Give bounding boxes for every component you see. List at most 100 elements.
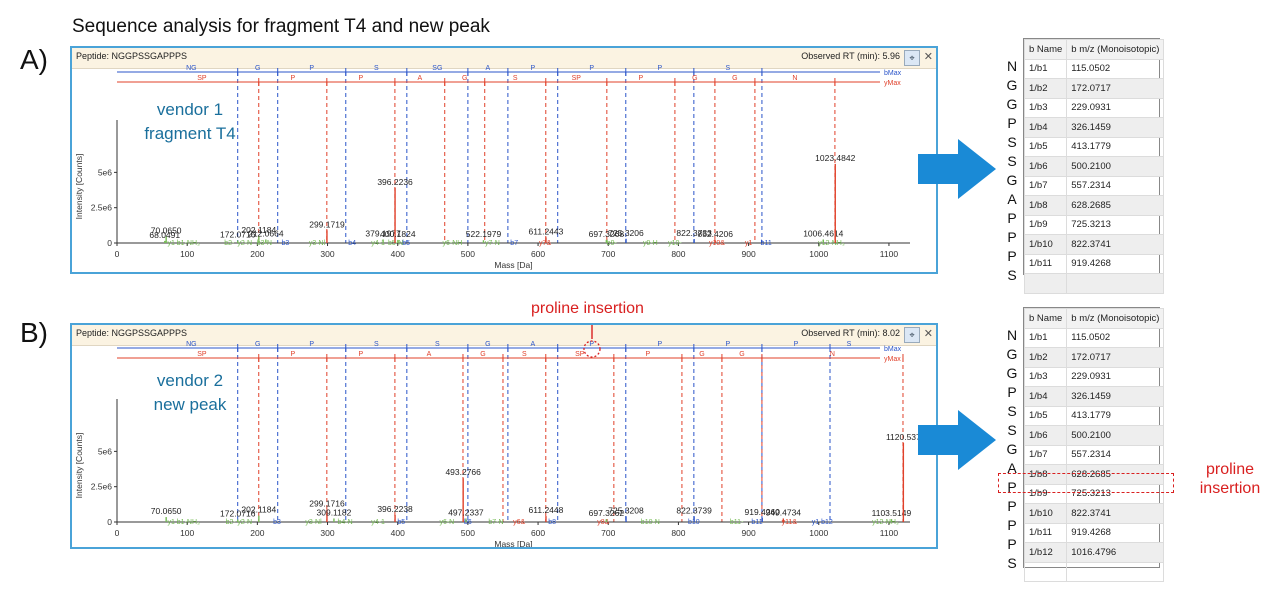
residue-letter: G bbox=[1006, 346, 1018, 362]
y-tick-label: 0 bbox=[107, 238, 112, 248]
x-tick-label: 1000 bbox=[809, 249, 828, 259]
close-icon[interactable]: ✕ bbox=[923, 328, 933, 340]
ion-annotation: b11- bbox=[730, 519, 744, 526]
b-residue-label: S bbox=[435, 341, 440, 348]
peak-mz-label: 725.3208 bbox=[608, 505, 644, 515]
ion-annotation: y6-NH bbox=[443, 240, 463, 247]
panel-b-b-ion-table: b Name b m/z (Monoisotopic) 1/b1 115.0502 1/… bbox=[1023, 307, 1165, 582]
observed-rt: Observed RT (min): 5.96 bbox=[801, 51, 900, 61]
b-ion-table: b Name b m/z (Monoisotopic) 1/b1 115.0502 1/… bbox=[1023, 39, 1165, 294]
b-ion-mz: 557.2314 bbox=[1066, 444, 1165, 465]
panel-a-b-ion-table: b Name b m/z (Monoisotopic) 1/b1 115.0502 1/… bbox=[1023, 38, 1165, 294]
table-row: 1/b5 413.1779 bbox=[1023, 405, 1165, 426]
b-residue-label: P bbox=[794, 341, 799, 348]
vendor-line-2: new peak bbox=[153, 395, 227, 414]
b-ion-mz: 919.4268 bbox=[1066, 253, 1165, 274]
y-residue-label: P bbox=[359, 75, 364, 82]
b-ion-mz: 326.1459 bbox=[1066, 117, 1165, 138]
peak-mz-label: 70.0650 bbox=[151, 506, 182, 516]
residue-letter: P bbox=[1007, 498, 1017, 514]
right-arrow-icon bbox=[918, 139, 996, 199]
ion-annotation: y10- bbox=[668, 240, 682, 247]
table-row bbox=[1023, 273, 1165, 294]
ion-annotation: b7 bbox=[510, 240, 518, 247]
b-ion-mz: 326.1459 bbox=[1066, 386, 1165, 407]
b-ion-mz: 229.0931 bbox=[1066, 97, 1165, 118]
residue-letter: S bbox=[1007, 555, 1017, 571]
x-tick-label: 600 bbox=[531, 249, 545, 259]
arrow-shape bbox=[918, 139, 996, 199]
x-tick-label: 200 bbox=[250, 249, 264, 259]
arrow-shape bbox=[918, 410, 996, 470]
ion-annotation: y6-N bbox=[439, 519, 454, 526]
x-tick-label: 100 bbox=[180, 249, 194, 259]
y-residue-label: G bbox=[739, 351, 744, 358]
x-tick-label: 1000 bbox=[809, 528, 828, 538]
ion-annotation: y4-1 bbox=[371, 240, 385, 247]
b-ion-name: 1/b4 bbox=[1023, 117, 1068, 138]
ion-annotation: b11 bbox=[761, 240, 772, 247]
b-residue-label: A bbox=[530, 341, 535, 348]
b-ion-name: 1/b12 bbox=[1023, 542, 1068, 563]
b-residue-label: S bbox=[374, 341, 379, 348]
b-ion-table: b Name b m/z (Monoisotopic) 1/b1 115.0502 1/… bbox=[1023, 308, 1165, 582]
y-residue-label: A bbox=[417, 75, 422, 82]
y-residue-label: N bbox=[792, 75, 797, 82]
ion-annotation: b4 bbox=[348, 240, 356, 247]
table-row: 1/b3 229.0931 bbox=[1023, 366, 1165, 387]
ion-annotation: y10& bbox=[709, 240, 725, 247]
peak-mz-label: 379.1977 bbox=[365, 228, 401, 238]
table-row: 1/b9 725.3213 bbox=[1023, 214, 1165, 235]
y-residue-label: P bbox=[646, 351, 651, 358]
peak-mz-label: 309.1182 bbox=[317, 507, 352, 517]
b-ion-mz: 115.0502 bbox=[1066, 58, 1165, 79]
x-tick-label: 1100 bbox=[880, 249, 899, 259]
b-max-label: bMax bbox=[884, 70, 902, 77]
y-axis-label: Intensity [Counts] bbox=[74, 433, 84, 499]
ion-annotation: b3-N bbox=[257, 240, 272, 247]
table-row: 1/b7 557.2314 bbox=[1023, 444, 1165, 465]
table-row: 1/b4 326.1459 bbox=[1023, 386, 1165, 407]
peak-mz-label: 822.3739 bbox=[676, 505, 712, 515]
b-ion-mz: 500.2100 bbox=[1066, 156, 1165, 177]
ion-annotation: y7& bbox=[539, 240, 551, 247]
b-ion-mz: 919.4268 bbox=[1066, 522, 1165, 543]
x-tick-label: 900 bbox=[741, 528, 755, 538]
b-ion-name: 1/b7 bbox=[1023, 175, 1068, 196]
proline-insertion-callout: proline insertion bbox=[531, 300, 644, 317]
y-residue-label: G bbox=[692, 75, 697, 82]
table-row: 1/b1 115.0502 bbox=[1023, 58, 1165, 79]
ion-annotation: b5 bbox=[402, 240, 410, 247]
x-tick-label: 400 bbox=[391, 249, 405, 259]
b-ion-mz: 822.3741 bbox=[1066, 234, 1165, 255]
x-tick-label: 700 bbox=[601, 528, 615, 538]
x-tick-label: 400 bbox=[391, 528, 405, 538]
ion-annotation: y11& bbox=[782, 519, 798, 526]
y-residue-label: S bbox=[522, 351, 527, 358]
residue-letter: A bbox=[1007, 191, 1017, 207]
close-icon[interactable]: ✕ bbox=[923, 51, 933, 63]
b-residue-label: G bbox=[255, 65, 260, 72]
ion-annotation: y1 bbox=[745, 240, 753, 247]
pin-icon[interactable]: ⌖ bbox=[904, 50, 920, 66]
x-tick-label: 300 bbox=[320, 528, 334, 538]
table-row: 1/b7 557.2314 bbox=[1023, 175, 1165, 196]
b-ion-mz: 822.3741 bbox=[1066, 503, 1165, 524]
b-ion-name: 1/b2 bbox=[1023, 78, 1068, 99]
ion-annotation: b2- bbox=[226, 519, 237, 526]
y-tick-label: 0 bbox=[107, 517, 112, 527]
y-residue-label: G bbox=[699, 351, 704, 358]
peak-mz-label: 396.2236 bbox=[377, 177, 413, 187]
residue-letter: P bbox=[1007, 384, 1017, 400]
y-residue-label: P bbox=[290, 75, 295, 82]
b-residue-label: S bbox=[847, 341, 852, 348]
peak-mz-label: 299.1719 bbox=[309, 219, 345, 229]
y-residue-label: A bbox=[427, 351, 432, 358]
residue-letter: N bbox=[1006, 58, 1018, 74]
b-ion-mz: 229.0931 bbox=[1066, 366, 1165, 387]
b-ion-mz: 172.0717 bbox=[1066, 347, 1165, 368]
ion-annotation: b2- bbox=[224, 240, 235, 247]
pin-icon[interactable]: ⌖ bbox=[904, 327, 920, 343]
table-row bbox=[1023, 561, 1165, 582]
